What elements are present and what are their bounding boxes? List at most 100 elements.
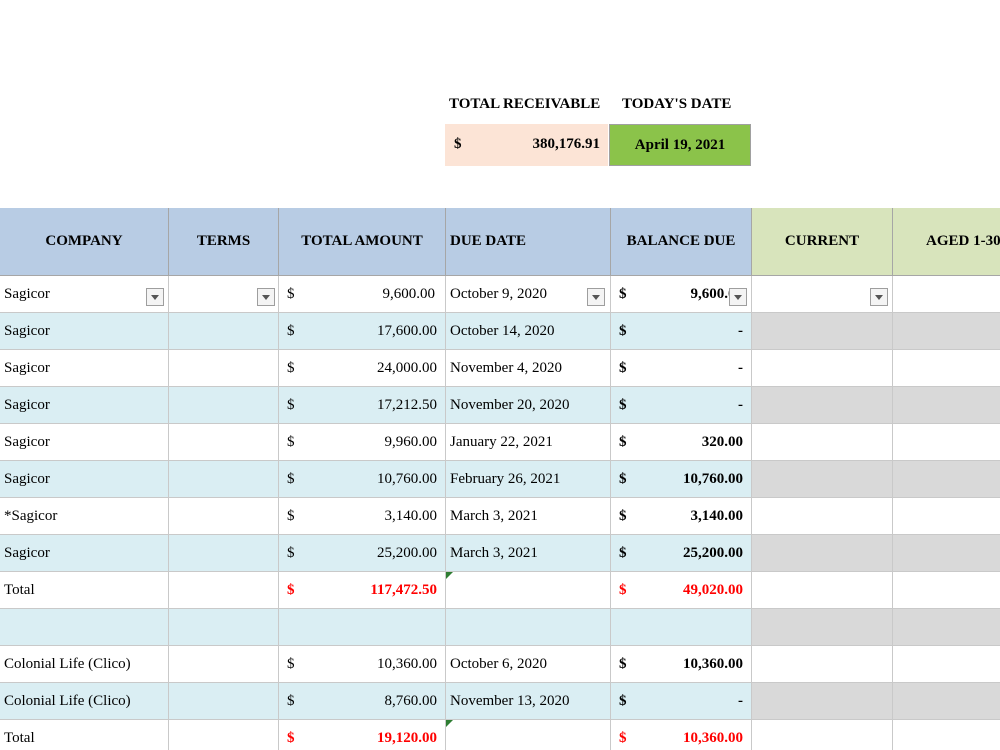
aged-cell[interactable] <box>893 350 1000 387</box>
aged-cell[interactable] <box>893 535 1000 572</box>
aged-cell[interactable] <box>893 646 1000 683</box>
due-date-cell[interactable]: February 26, 2021 <box>446 461 611 498</box>
current-cell[interactable] <box>752 461 893 498</box>
balance-due-cell[interactable]: $25,200.00 <box>611 535 752 572</box>
terms-cell[interactable] <box>169 683 279 720</box>
balance-due-cell[interactable]: $ - <box>611 683 752 720</box>
todays-date-cell[interactable]: April 19, 2021 <box>609 124 751 166</box>
current-cell[interactable] <box>752 646 893 683</box>
terms-cell[interactable] <box>169 572 279 609</box>
total-amount-cell[interactable]: $24,000.00 <box>279 350 446 387</box>
header-total-amount[interactable]: TOTAL AMOUNT <box>279 208 446 276</box>
due-date-cell[interactable]: November 20, 2020 <box>446 387 611 424</box>
balance-due-cell[interactable] <box>611 609 752 646</box>
due-date-cell[interactable] <box>446 609 611 646</box>
filter-dropdown-icon[interactable] <box>257 288 275 306</box>
due-date-cell[interactable]: October 6, 2020 <box>446 646 611 683</box>
current-cell[interactable] <box>752 683 893 720</box>
aged-cell[interactable] <box>893 461 1000 498</box>
company-cell[interactable]: Sagicor <box>0 535 169 572</box>
company-cell[interactable]: Total <box>0 572 169 609</box>
due-date-cell[interactable]: January 22, 2021 <box>446 424 611 461</box>
balance-due-cell[interactable]: $10,760.00 <box>611 461 752 498</box>
header-company[interactable]: COMPANY <box>0 208 169 276</box>
total-amount-cell[interactable]: $17,212.50 <box>279 387 446 424</box>
current-cell[interactable] <box>752 572 893 609</box>
company-cell[interactable]: Sagicor <box>0 424 169 461</box>
balance-due-cell[interactable]: $10,360.00 <box>611 720 752 750</box>
balance-due-cell[interactable]: $3,140.00 <box>611 498 752 535</box>
total-amount-cell[interactable] <box>279 609 446 646</box>
filter-dropdown-icon[interactable] <box>729 288 747 306</box>
aged-cell[interactable] <box>893 276 1000 313</box>
terms-cell[interactable] <box>169 535 279 572</box>
aged-cell[interactable] <box>893 387 1000 424</box>
due-date-cell[interactable]: November 13, 2020 <box>446 683 611 720</box>
company-cell[interactable]: Sagicor <box>0 350 169 387</box>
terms-cell[interactable] <box>169 609 279 646</box>
balance-due-cell[interactable]: $ - <box>611 350 752 387</box>
current-cell[interactable] <box>752 720 893 750</box>
due-date-cell[interactable] <box>446 572 611 609</box>
due-date-cell[interactable]: March 3, 2021 <box>446 498 611 535</box>
balance-due-cell[interactable]: $ - <box>611 387 752 424</box>
balance-due-cell[interactable]: $320.00 <box>611 424 752 461</box>
total-amount-cell[interactable]: $9,600.00 <box>279 276 446 313</box>
company-cell[interactable]: Total <box>0 720 169 750</box>
terms-cell[interactable] <box>169 313 279 350</box>
terms-cell[interactable] <box>169 387 279 424</box>
total-amount-cell[interactable]: $19,120.00 <box>279 720 446 750</box>
total-amount-cell[interactable]: $9,960.00 <box>279 424 446 461</box>
company-cell[interactable] <box>0 609 169 646</box>
total-amount-cell[interactable]: $3,140.00 <box>279 498 446 535</box>
filter-dropdown-icon[interactable] <box>146 288 164 306</box>
due-date-cell[interactable]: March 3, 2021 <box>446 535 611 572</box>
total-amount-cell[interactable]: $8,760.00 <box>279 683 446 720</box>
aged-cell[interactable] <box>893 424 1000 461</box>
aged-cell[interactable] <box>893 498 1000 535</box>
current-cell[interactable] <box>752 313 893 350</box>
company-cell[interactable]: Sagicor <box>0 313 169 350</box>
due-date-cell[interactable]: November 4, 2020 <box>446 350 611 387</box>
terms-cell[interactable] <box>169 498 279 535</box>
due-date-cell[interactable] <box>446 720 611 750</box>
aged-cell[interactable] <box>893 609 1000 646</box>
current-cell[interactable] <box>752 350 893 387</box>
header-current[interactable]: CURRENT <box>752 208 893 276</box>
aged-cell[interactable] <box>893 313 1000 350</box>
header-terms[interactable]: TERMS <box>169 208 279 276</box>
total-receivable-cell[interactable]: $ 380,176.91 <box>445 124 608 166</box>
aged-cell[interactable] <box>893 572 1000 609</box>
due-date-cell[interactable]: October 14, 2020 <box>446 313 611 350</box>
balance-due-cell[interactable]: $10,360.00 <box>611 646 752 683</box>
header-balance-due[interactable]: BALANCE DUE <box>611 208 752 276</box>
total-amount-cell[interactable]: $10,760.00 <box>279 461 446 498</box>
terms-cell[interactable] <box>169 720 279 750</box>
total-amount-cell[interactable]: $17,600.00 <box>279 313 446 350</box>
company-cell[interactable]: Colonial Life (Clico) <box>0 683 169 720</box>
company-cell[interactable]: Colonial Life (Clico) <box>0 646 169 683</box>
terms-cell[interactable] <box>169 424 279 461</box>
aged-cell[interactable] <box>893 720 1000 750</box>
balance-due-cell[interactable]: $9,600.00 <box>611 276 752 313</box>
company-cell[interactable]: Sagicor <box>0 387 169 424</box>
aged-cell[interactable] <box>893 683 1000 720</box>
terms-cell[interactable] <box>169 350 279 387</box>
company-cell[interactable]: *Sagicor <box>0 498 169 535</box>
company-cell[interactable]: Sagicor <box>0 276 169 313</box>
total-amount-cell[interactable]: $10,360.00 <box>279 646 446 683</box>
terms-cell[interactable] <box>169 646 279 683</box>
filter-dropdown-icon[interactable] <box>870 288 888 306</box>
company-cell[interactable]: Sagicor <box>0 461 169 498</box>
current-cell[interactable] <box>752 276 893 313</box>
header-aged[interactable]: AGED 1-30 <box>893 208 1000 276</box>
current-cell[interactable] <box>752 387 893 424</box>
current-cell[interactable] <box>752 498 893 535</box>
filter-dropdown-icon[interactable] <box>587 288 605 306</box>
terms-cell[interactable] <box>169 461 279 498</box>
header-due-date[interactable]: DUE DATE <box>446 208 611 276</box>
total-amount-cell[interactable]: $117,472.50 <box>279 572 446 609</box>
total-amount-cell[interactable]: $25,200.00 <box>279 535 446 572</box>
balance-due-cell[interactable]: $49,020.00 <box>611 572 752 609</box>
current-cell[interactable] <box>752 609 893 646</box>
